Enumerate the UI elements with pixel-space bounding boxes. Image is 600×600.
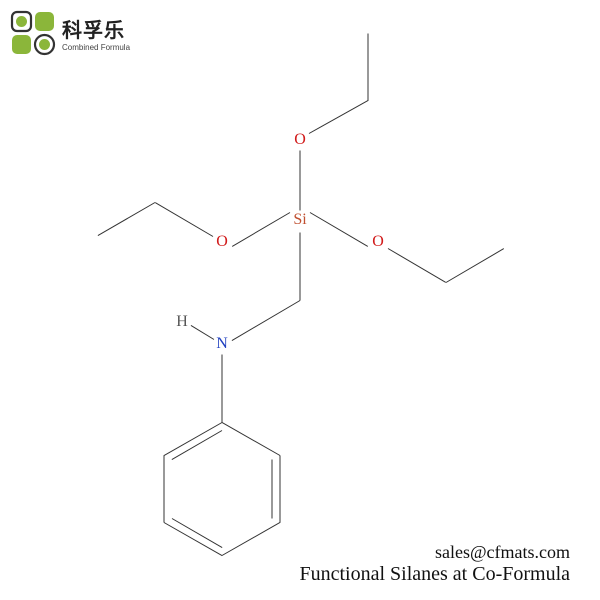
bond <box>164 522 222 556</box>
bond <box>98 202 155 236</box>
bond <box>222 355 223 423</box>
contact-email: sales@cfmats.com <box>299 542 570 563</box>
bond <box>232 212 290 247</box>
atom-n: N <box>214 335 230 353</box>
bond <box>446 248 504 283</box>
bond <box>300 233 301 301</box>
bond <box>368 34 369 101</box>
bond <box>222 522 280 556</box>
bond <box>155 202 213 237</box>
bond <box>172 518 222 548</box>
bond <box>191 325 215 340</box>
bond <box>164 422 222 456</box>
atom-h: H <box>174 313 190 331</box>
atom-si: Si <box>291 211 308 229</box>
tagline: Functional Silanes at Co-Formula <box>299 563 570 586</box>
bond <box>300 151 301 211</box>
atom-o3: O <box>370 233 386 251</box>
atom-o1: O <box>214 233 230 251</box>
bond <box>309 100 368 134</box>
bond <box>310 212 368 247</box>
bond <box>280 456 281 523</box>
atom-o2: O <box>292 131 308 149</box>
footer: sales@cfmats.com Functional Silanes at C… <box>299 542 570 586</box>
bond <box>272 460 273 519</box>
structure-diagram: Si O O O N H <box>0 0 600 600</box>
bond <box>164 456 165 523</box>
bond <box>222 422 280 456</box>
bond <box>388 248 446 283</box>
bond <box>232 300 301 341</box>
